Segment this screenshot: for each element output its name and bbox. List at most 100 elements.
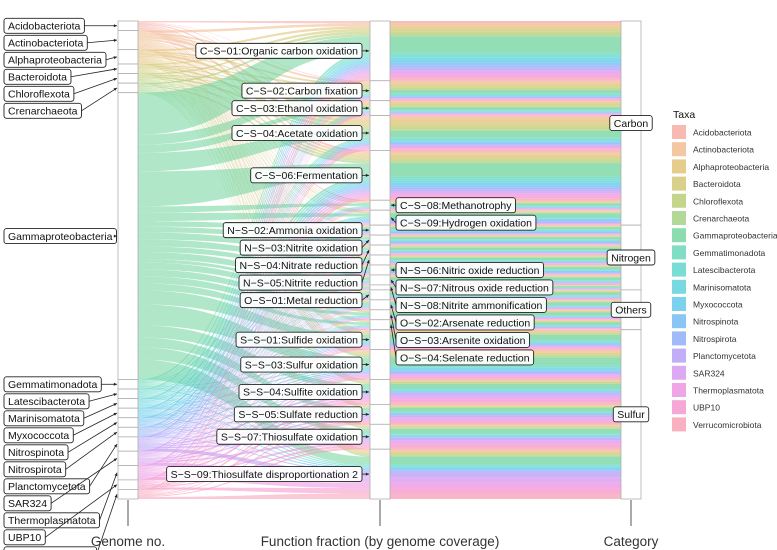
band-s-s-09-gemmatimonadota: [390, 464, 621, 466]
taxon-label-actinobacteriota-arrow-head: [113, 38, 117, 42]
function-label-s-s-03-arrow-head: [365, 363, 369, 367]
function-label-n-s-02-arrow-head: [365, 228, 369, 232]
taxon-label-gemmatimonadota-arrow-head: [113, 382, 117, 386]
band-c-s-06-crenarchaeota: [390, 161, 621, 164]
legend-entry-marinisomatota: Marinisomatota: [693, 282, 751, 292]
flow-verrucomicrobiota-c-s-04: [138, 149, 370, 492]
band-c-s-01-ubp10: [390, 75, 621, 79]
legend-swatch-chloroflexota: [672, 193, 686, 208]
function-label-c-s-08-text: C−S−08:Methanotrophy: [400, 200, 512, 212]
stratum-function-n-s-05: [369, 254, 391, 266]
band-s-s-09-verrucomicrobiota: [390, 493, 621, 499]
legend-swatch-marinisomatota: [672, 279, 686, 294]
stratum-function-c-s-04: [369, 115, 391, 151]
category-label-others-box: [610, 301, 652, 318]
stratum-genome-verrucomicrobiota: [117, 489, 139, 500]
function-label-n-s-02: N−S−02:Ammonia oxidation: [222, 222, 363, 239]
band-c-s-04-gammaproteobacteria: [390, 130, 621, 138]
function-label-n-s-04: N−S−04:Nitrate reduction: [235, 257, 363, 274]
legend-swatch-myxococcota: [672, 297, 686, 311]
flow-thermoplasmatota-n-s-07: [138, 283, 370, 472]
band-s-s-07-nitrospirota: [390, 437, 621, 438]
band-n-s-03-myxococcota: [390, 240, 621, 242]
function-label-s-s-07: S−S−07:Thiosulfate oxidation: [216, 428, 363, 445]
band-c-s-04-acidobacteriota: [390, 115, 621, 117]
flow-sar324-o-s-01: [138, 298, 370, 458]
band-s-s-09-myxococcota: [390, 467, 621, 470]
legend-entry-latescibacterota: Latescibacterota: [693, 265, 756, 275]
band-c-s-04-gemmatimonadota: [390, 137, 621, 139]
band-c-s-02-alphaproteobacteria: [390, 83, 621, 86]
stratum-genome-crenarchaeota: [117, 82, 139, 94]
stratum-function-c-s-06: [369, 150, 391, 201]
category-label-carbon: Carbon: [609, 115, 653, 132]
band-s-s-09-bacteroidota: [390, 452, 621, 455]
taxon-label-myxococcota-arrow-head: [113, 412, 117, 416]
taxon-label-ubp10: UBP10: [3, 529, 46, 546]
flow-nitrospirota-s-s-05: [138, 414, 370, 436]
band-c-s-06-gemmatimonadota: [390, 176, 621, 179]
band-s-s-07-gemmatimonadota: [390, 433, 621, 435]
band-s-s-04-myxococcota: [390, 390, 621, 392]
flow-marinisomatota-o-s-01: [138, 295, 370, 405]
stratum-function-c-s-08: [369, 199, 391, 211]
band-s-s-04-sar324: [390, 395, 621, 398]
band-s-s-03-latescibacterota: [390, 366, 621, 368]
band-c-s-06-marinisomatota: [390, 180, 621, 183]
stratum-function-s-s-03: [369, 349, 391, 380]
flow-actinobacteriota-o-s-01: [138, 43, 370, 291]
stratum-genome-nitrospirota: [117, 426, 139, 438]
band-s-s-04-nitrospirota: [390, 392, 621, 394]
taxon-label-acidobacteriota-arrow-head: [113, 24, 117, 28]
stratum-function-s-s-09: [369, 448, 391, 500]
flow-thermoplasmatota-n-s-02: [138, 234, 370, 471]
function-label-c-s-04: C−S−04:Acetate oxidation: [231, 125, 363, 141]
band-c-s-02-ubp10: [390, 99, 621, 101]
band-s-s-05-myxococcota: [390, 413, 621, 415]
band-c-s-02-thermoplasmatota: [390, 98, 621, 100]
function-label-c-s-06: C−S−06:Fermentation: [250, 167, 363, 184]
flow-verrucomicrobiota-n-s-06: [138, 274, 370, 494]
band-c-s-04-sar324: [390, 145, 621, 147]
flow-verrucomicrobiota-s-s-05: [138, 422, 370, 497]
band-s-s-09-acidobacteriota: [390, 449, 621, 451]
flow-nitrospinota-c-s-09: [138, 220, 370, 422]
taxon-label-bacteroidota-arrow-head: [113, 67, 117, 71]
taxon-label-latescibacterota: Latescibacterota: [3, 393, 90, 410]
flow-ubp10-s-s-09: [138, 487, 370, 494]
function-label-c-s-03: C−S−03:Ethanol oxidation: [231, 100, 363, 117]
stratum-genome-alphaproteobacteria: [117, 49, 139, 65]
legend-entry-ubp10: UBP10: [693, 403, 720, 413]
stratum-function-n-s-04: [369, 244, 391, 256]
band-s-s-09-alphaproteobacteria: [390, 451, 621, 453]
band-s-s-04-gammaproteobacteria: [390, 384, 621, 389]
band-s-s-03-verrucomicrobiota: [390, 378, 621, 380]
band-s-s-05-acidobacteriota: [390, 404, 621, 405]
category-label-sulfur-box: [612, 406, 650, 423]
band-c-s-02-verrucomicrobiota: [390, 100, 621, 101]
band-s-s-07-alphaproteobacteria: [390, 425, 621, 427]
function-label-s-s-09: S−S−09:Thiosulfate disproportionation 2: [166, 466, 363, 483]
flow-actinobacteriota-c-s-08: [138, 40, 370, 202]
band-s-s-07-marinisomatota: [390, 434, 621, 436]
function-label-n-s-07-arrow-head: [391, 279, 395, 284]
flow-acidobacteriota-c-s-01: [138, 21, 370, 24]
band-s-s-09-sar324: [390, 477, 621, 483]
band-s-s-03-marinisomatota: [390, 367, 621, 370]
stratum-function-c-s-02: [369, 80, 391, 102]
band-c-s-04-alphaproteobacteria: [390, 119, 621, 124]
legend-entry-chloroflexota: Chloroflexota: [693, 196, 743, 206]
taxon-label-gammaproteobacteria-arrow-head: [113, 234, 117, 238]
band-s-s-04-alphaproteobacteria: [390, 381, 621, 382]
stratum-function-s-s-04: [369, 379, 391, 405]
legend-swatch-actinobacteriota: [672, 142, 686, 157]
flow-actinobacteriota-s-s-03: [138, 45, 370, 353]
band-c-s-04-nitrospirota: [390, 143, 621, 145]
band-c-s-04-thermoplasmatota: [390, 146, 621, 149]
taxon-label-verrucomicrobiota-arrow-head: [114, 494, 118, 498]
band-c-s-01-planctomycetota: [390, 67, 621, 71]
band-c-s-02-bacteroidota: [390, 85, 621, 88]
taxon-label-planctomycetota-arrow: [89, 443, 118, 487]
flow-acidobacteriota-o-s-02: [138, 27, 370, 301]
